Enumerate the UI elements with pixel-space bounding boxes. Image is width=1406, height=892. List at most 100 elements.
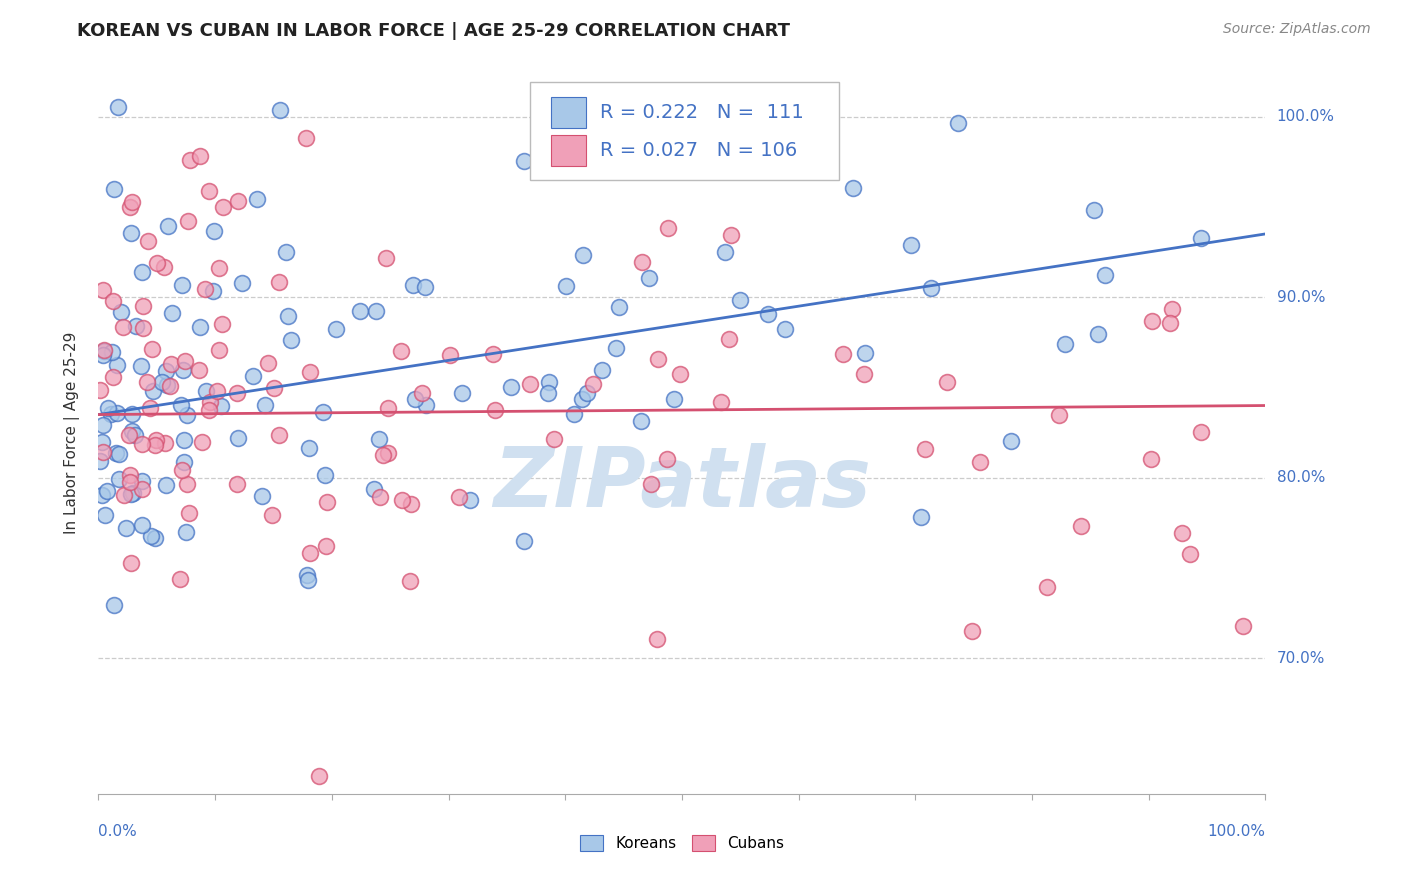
- Point: [1036, 580, 1059, 594]
- FancyBboxPatch shape: [530, 82, 839, 180]
- Point: [142, 384, 165, 399]
- Point: [93, 343, 115, 357]
- Point: [188, 149, 211, 163]
- Point: [910, 510, 932, 524]
- Point: [138, 401, 160, 416]
- Point: [153, 436, 176, 450]
- Point: [169, 572, 191, 586]
- Point: [299, 546, 322, 560]
- Point: [571, 392, 593, 407]
- Point: [1094, 268, 1116, 282]
- Point: [120, 226, 142, 240]
- Point: [91, 283, 114, 297]
- Point: [120, 475, 142, 489]
- Point: [136, 376, 159, 390]
- Point: [832, 347, 855, 361]
- Point: [91, 348, 114, 362]
- Point: [141, 529, 163, 543]
- Point: [131, 474, 153, 488]
- Point: [1189, 425, 1212, 439]
- Point: [107, 101, 129, 115]
- Point: [89, 383, 111, 397]
- Point: [156, 378, 179, 392]
- Point: [316, 494, 339, 508]
- Point: [93, 343, 115, 358]
- Point: [169, 398, 191, 412]
- Point: [364, 304, 387, 318]
- Point: [728, 293, 751, 307]
- Point: [121, 424, 143, 438]
- Point: [246, 192, 269, 206]
- Point: [160, 357, 183, 371]
- Point: [267, 427, 290, 442]
- Point: [280, 333, 302, 347]
- Point: [194, 282, 217, 296]
- Text: 90.0%: 90.0%: [1277, 290, 1324, 305]
- Point: [159, 379, 181, 393]
- Point: [399, 574, 422, 589]
- Point: [853, 346, 876, 360]
- Point: [205, 384, 228, 399]
- Point: [89, 454, 111, 468]
- Point: [187, 363, 209, 377]
- Point: [460, 492, 482, 507]
- Point: [120, 556, 142, 570]
- Point: [349, 304, 371, 318]
- Point: [174, 354, 197, 368]
- Point: [572, 248, 595, 262]
- Point: [1049, 409, 1071, 423]
- Point: [555, 278, 578, 293]
- Point: [389, 344, 412, 359]
- Point: [852, 367, 875, 381]
- Point: [375, 252, 398, 266]
- Point: [90, 435, 112, 450]
- Point: [402, 277, 425, 292]
- Point: [607, 300, 630, 314]
- Point: [226, 476, 249, 491]
- Point: [401, 497, 423, 511]
- Point: [121, 194, 143, 209]
- Point: [640, 476, 662, 491]
- Text: R = 0.027   N = 106: R = 0.027 N = 106: [600, 141, 797, 160]
- Point: [1161, 302, 1184, 317]
- Point: [415, 398, 437, 412]
- Point: [90, 488, 112, 502]
- Point: [630, 254, 652, 268]
- Point: [103, 599, 125, 613]
- Point: [170, 463, 193, 477]
- Point: [513, 153, 536, 168]
- Point: [368, 490, 391, 504]
- Point: [262, 508, 284, 522]
- Point: [91, 418, 114, 433]
- Point: [118, 468, 141, 483]
- Point: [197, 402, 219, 417]
- Point: [591, 363, 613, 377]
- Point: [129, 359, 152, 373]
- Point: [156, 219, 179, 233]
- Point: [97, 401, 120, 415]
- Point: [120, 487, 142, 501]
- Point: [576, 385, 599, 400]
- Text: 70.0%: 70.0%: [1277, 651, 1324, 666]
- Point: [1070, 519, 1092, 533]
- Point: [295, 567, 318, 582]
- Point: [1087, 327, 1109, 342]
- Point: [150, 375, 173, 389]
- Point: [655, 452, 678, 467]
- Point: [1142, 314, 1164, 328]
- Point: [93, 508, 115, 523]
- Point: [1083, 203, 1105, 218]
- Point: [207, 261, 229, 276]
- Point: [145, 256, 167, 270]
- Point: [124, 319, 146, 334]
- Point: [176, 476, 198, 491]
- Point: [136, 234, 159, 248]
- Point: [155, 478, 177, 492]
- Point: [447, 490, 470, 504]
- Point: [1170, 525, 1192, 540]
- Point: [325, 321, 347, 335]
- Point: [177, 214, 200, 228]
- Point: [756, 307, 779, 321]
- Point: [108, 447, 131, 461]
- Point: [195, 384, 218, 398]
